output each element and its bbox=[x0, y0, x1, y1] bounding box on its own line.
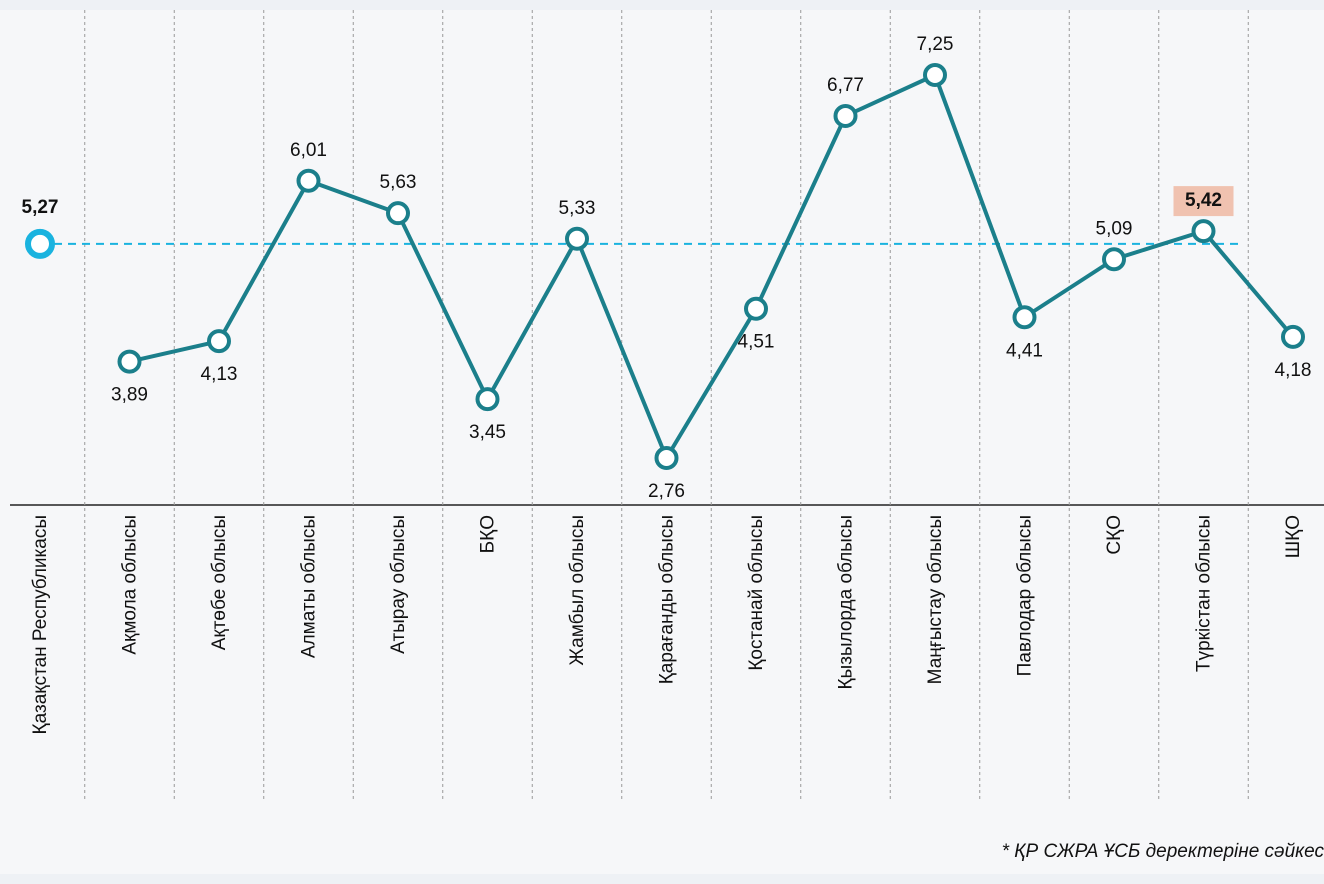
footnote: * ҚР СЖРА ҰСБ деректеріне сәйкес bbox=[1002, 841, 1324, 862]
series-line bbox=[129, 73, 1295, 460]
point-marker bbox=[744, 296, 768, 321]
value-label: 4,18 bbox=[1275, 360, 1312, 381]
reference-marker bbox=[25, 228, 55, 259]
x-tick-label: Павлодар облысы bbox=[1015, 515, 1036, 676]
x-tick-label: Қарағанды облысы bbox=[657, 515, 678, 684]
point-marker bbox=[1281, 324, 1305, 349]
value-label: 3,45 bbox=[469, 422, 506, 443]
x-tick-label: Қостанай облысы bbox=[746, 515, 767, 671]
value-label: 5,09 bbox=[1096, 218, 1133, 239]
value-label: 5,42 bbox=[1185, 190, 1222, 211]
x-tick-label: Қызылорда облысы bbox=[836, 515, 857, 690]
point-marker bbox=[654, 446, 679, 470]
value-label: 4,51 bbox=[738, 332, 775, 353]
x-tick-label: Жамбыл облысы bbox=[567, 515, 588, 666]
x-tick-label: Алматы облысы bbox=[299, 515, 320, 658]
value-label: 4,41 bbox=[1006, 340, 1043, 361]
value-label: 5,33 bbox=[559, 198, 596, 219]
point-marker bbox=[833, 103, 858, 128]
point-marker bbox=[1102, 247, 1126, 272]
point-marker bbox=[117, 349, 142, 374]
x-tick-label: Маңғыстау облысы bbox=[925, 515, 946, 684]
x-tick-label: Қазақстан Республикасы bbox=[30, 515, 51, 734]
point-marker bbox=[1012, 305, 1037, 330]
x-tick-label: СҚО bbox=[1104, 515, 1125, 555]
point-marker bbox=[1191, 219, 1216, 244]
value-label: 2,76 bbox=[648, 481, 685, 502]
value-label: 3,89 bbox=[111, 385, 148, 406]
x-tick-label: ШҚО bbox=[1283, 515, 1304, 558]
x-tick-label: Атырау облысы bbox=[388, 515, 409, 654]
reference-value-label: 5,27 bbox=[22, 197, 59, 218]
highlight-box bbox=[1173, 186, 1234, 217]
point-marker bbox=[296, 168, 321, 193]
x-tick-label: Түркістан облысы bbox=[1194, 515, 1215, 672]
point-marker bbox=[386, 201, 410, 226]
value-label: 6,01 bbox=[290, 140, 327, 161]
point-marker bbox=[565, 226, 589, 251]
point-marker bbox=[475, 387, 500, 412]
x-tick-label: Ақтөбе облысы bbox=[209, 515, 230, 650]
point-marker bbox=[923, 63, 947, 87]
point-marker bbox=[207, 329, 231, 354]
x-tick-label: Ақмола облысы bbox=[120, 515, 141, 655]
value-label: 4,13 bbox=[201, 364, 238, 385]
x-tick-label: БҚО bbox=[478, 515, 499, 553]
value-label: 6,77 bbox=[827, 75, 864, 96]
value-label: 7,25 bbox=[917, 34, 954, 55]
value-label: 5,63 bbox=[380, 172, 417, 193]
